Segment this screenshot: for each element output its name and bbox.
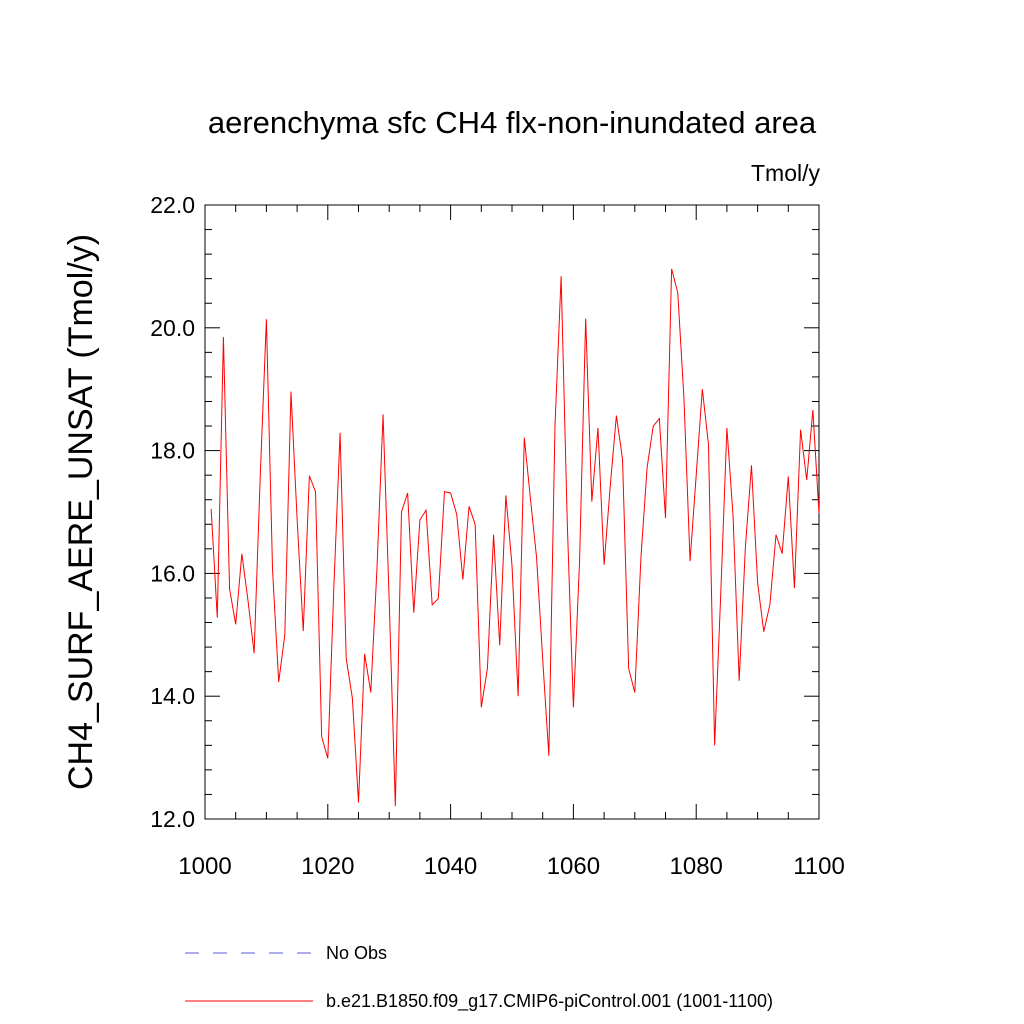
y-axis-ticks: 12.0 14.0 16.0 18.0 20.0 22.0 — [150, 192, 819, 832]
y-tick-label: 22.0 — [150, 192, 195, 218]
x-tick-label: 1040 — [424, 853, 477, 880]
legend-label-model-run: b.e21.B1850.f09_g17.CMIP6-piControl.001 … — [326, 991, 773, 1012]
series-layer — [210, 268, 820, 807]
legend-label-no-obs: No Obs — [326, 943, 387, 963]
x-tick-label: 1020 — [301, 853, 354, 880]
series-line-1 — [210, 268, 820, 807]
x-tick-label: 1000 — [178, 853, 231, 880]
legend: No Obs b.e21.B1850.f09_g17.CMIP6-piContr… — [185, 943, 773, 1012]
y-tick-label: 20.0 — [150, 315, 195, 341]
chart-title: aerenchyma sfc CH4 flx-non-inundated are… — [208, 105, 817, 140]
y-tick-label: 12.0 — [150, 806, 195, 832]
y-tick-label: 16.0 — [150, 560, 195, 586]
x-tick-label: 1080 — [670, 853, 723, 880]
y-tick-label: 18.0 — [150, 438, 195, 464]
x-tick-label: 1060 — [547, 853, 600, 880]
x-tick-label: 1100 — [793, 853, 845, 880]
y-axis-label: CH4_SURF_AERE_UNSAT (Tmol/y) — [62, 234, 100, 790]
units-label: Tmol/y — [751, 160, 821, 186]
y-tick-label: 14.0 — [150, 683, 195, 709]
x-axis-ticks: 1000 1020 1040 1060 1080 1100 — [178, 205, 845, 880]
